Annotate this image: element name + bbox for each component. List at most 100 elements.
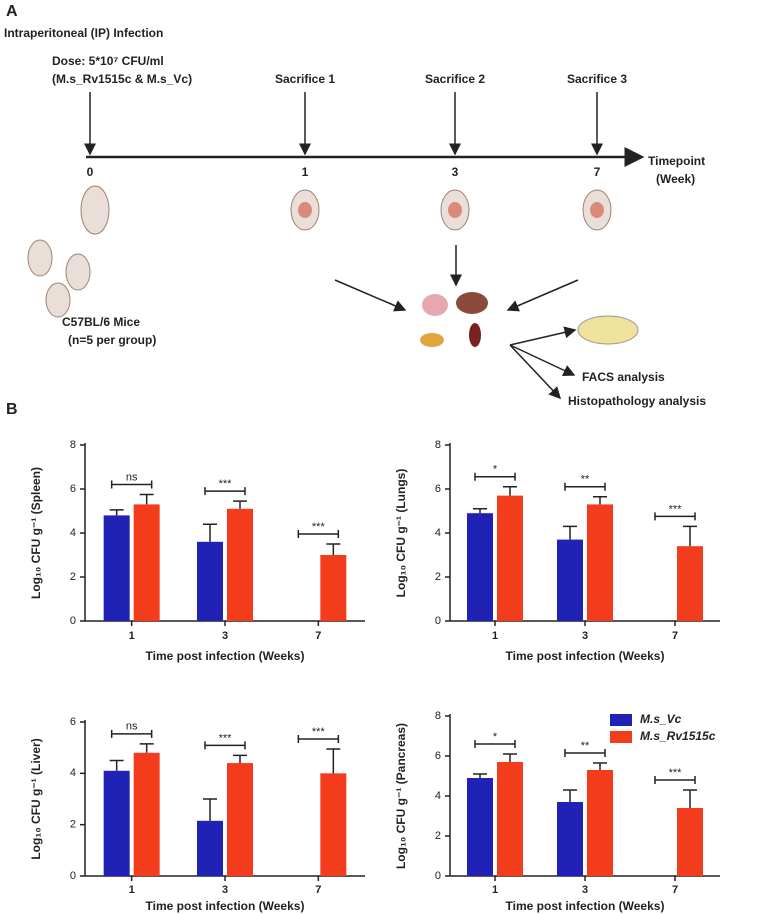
y-tick-label: 2 bbox=[435, 571, 441, 583]
bar bbox=[103, 770, 130, 876]
x-tick-label: 3 bbox=[582, 884, 588, 896]
y-tick-label: 4 bbox=[70, 767, 76, 779]
bar bbox=[557, 539, 583, 621]
error-bar bbox=[233, 754, 247, 764]
error-bar bbox=[593, 762, 607, 770]
error-bar bbox=[683, 525, 697, 547]
error-bar bbox=[109, 759, 124, 771]
bar bbox=[227, 508, 253, 621]
error-bar bbox=[683, 789, 697, 808]
y-tick-label: 8 bbox=[70, 439, 76, 451]
y-tick-label: 6 bbox=[435, 750, 441, 762]
significance-label: *** bbox=[219, 732, 233, 744]
mice-icons bbox=[27, 185, 612, 318]
x-tick-label: 1 bbox=[129, 630, 135, 642]
y-tick-label: 6 bbox=[70, 483, 76, 495]
bar bbox=[557, 802, 583, 876]
significance-label: *** bbox=[219, 478, 233, 490]
significance-bracket bbox=[204, 741, 246, 750]
x-axis-label: Time post infection (Weeks) bbox=[146, 649, 305, 663]
error-bar bbox=[563, 525, 577, 540]
significance-label: ns bbox=[126, 721, 138, 733]
analysis-label: Histopathology analysis bbox=[568, 394, 706, 408]
y-axis-label: Log₁₀ CFU g⁻¹ (Spleen) bbox=[29, 467, 43, 599]
diagram-title: Intraperitoneal (IP) Infection bbox=[4, 26, 163, 40]
bar bbox=[587, 504, 613, 621]
y-tick-label: 8 bbox=[435, 439, 441, 451]
x-tick-label: 7 bbox=[672, 884, 678, 896]
panel-label: A bbox=[6, 3, 18, 20]
y-tick-label: 8 bbox=[435, 710, 441, 722]
significance-label: ** bbox=[581, 740, 590, 752]
y-tick-label: 4 bbox=[435, 527, 441, 539]
significance-bracket bbox=[654, 776, 696, 784]
timepoint: 7 bbox=[594, 165, 601, 179]
mice-label: (n=5 per group) bbox=[68, 333, 156, 347]
x-tick-label: 3 bbox=[582, 630, 588, 642]
significance-label: *** bbox=[312, 521, 326, 533]
bar bbox=[133, 752, 160, 876]
error-bar bbox=[563, 789, 577, 802]
organ-icons bbox=[298, 202, 639, 347]
mice-label: C57BL/6 Mice bbox=[62, 315, 140, 329]
error-bar bbox=[473, 508, 487, 514]
y-tick-label: 0 bbox=[70, 615, 76, 627]
bar bbox=[133, 504, 160, 621]
y-tick-label: 6 bbox=[70, 716, 76, 728]
significance-bracket bbox=[110, 480, 153, 489]
y-tick-label: 2 bbox=[70, 819, 76, 831]
significance-label: *** bbox=[669, 503, 683, 515]
timepoint: 0 bbox=[87, 165, 94, 179]
dose-label: Dose: 5*10⁷ CFU/ml bbox=[52, 54, 164, 68]
error-bar bbox=[326, 543, 341, 555]
legend-swatch bbox=[610, 731, 632, 743]
panel-label: B bbox=[6, 401, 18, 418]
significance-label: * bbox=[493, 731, 498, 743]
legend-label: M.s_Vc bbox=[640, 712, 682, 726]
significance-bracket bbox=[654, 512, 696, 521]
bar bbox=[467, 513, 493, 621]
x-tick-label: 7 bbox=[672, 630, 678, 642]
error-bar bbox=[473, 773, 487, 778]
sacrifice-label: Sacrifice 1 bbox=[275, 72, 335, 86]
x-axis-label: Time post infection (Weeks) bbox=[506, 899, 665, 913]
y-axis-label: Log₁₀ CFU g⁻¹ (Liver) bbox=[29, 738, 43, 859]
y-tick-label: 2 bbox=[70, 571, 76, 583]
x-tick-label: 7 bbox=[315, 884, 321, 896]
significance-label: ns bbox=[126, 471, 138, 483]
timeline-label: Timepoint bbox=[648, 154, 705, 168]
error-bar bbox=[109, 509, 124, 516]
x-tick-label: 3 bbox=[222, 630, 228, 642]
bar bbox=[197, 541, 223, 621]
y-tick-label: 4 bbox=[70, 527, 76, 539]
y-axis-label: Log₁₀ CFU g⁻¹ (Pancreas) bbox=[394, 723, 408, 869]
legend-swatch bbox=[610, 714, 632, 726]
significance-bracket bbox=[204, 487, 246, 496]
bar bbox=[467, 778, 493, 876]
bar bbox=[320, 773, 347, 876]
bar bbox=[677, 546, 703, 621]
y-axis-label: Log₁₀ CFU g⁻¹ (Lungs) bbox=[394, 469, 408, 598]
error-bar bbox=[139, 743, 154, 753]
y-tick-label: 0 bbox=[70, 870, 76, 882]
error-bar bbox=[593, 495, 607, 505]
error-bar bbox=[503, 486, 517, 496]
bar bbox=[197, 820, 223, 876]
significance-bracket bbox=[297, 530, 340, 538]
error-bar bbox=[503, 753, 517, 762]
x-tick-label: 7 bbox=[315, 630, 321, 642]
significance-bracket bbox=[110, 729, 153, 738]
bar bbox=[497, 762, 523, 876]
significance-bracket bbox=[474, 472, 516, 481]
x-tick-label: 1 bbox=[129, 884, 135, 896]
bar bbox=[497, 495, 523, 621]
timeline-label: (Week) bbox=[656, 172, 695, 186]
analysis-label: FACS analysis bbox=[582, 370, 665, 384]
significance-bracket bbox=[564, 749, 606, 757]
y-tick-label: 2 bbox=[435, 830, 441, 842]
x-tick-label: 3 bbox=[222, 884, 228, 896]
y-tick-label: 0 bbox=[435, 615, 441, 627]
bar bbox=[320, 555, 347, 621]
dose-label: (M.s_Rv1515c & M.s_Vc) bbox=[52, 72, 192, 86]
